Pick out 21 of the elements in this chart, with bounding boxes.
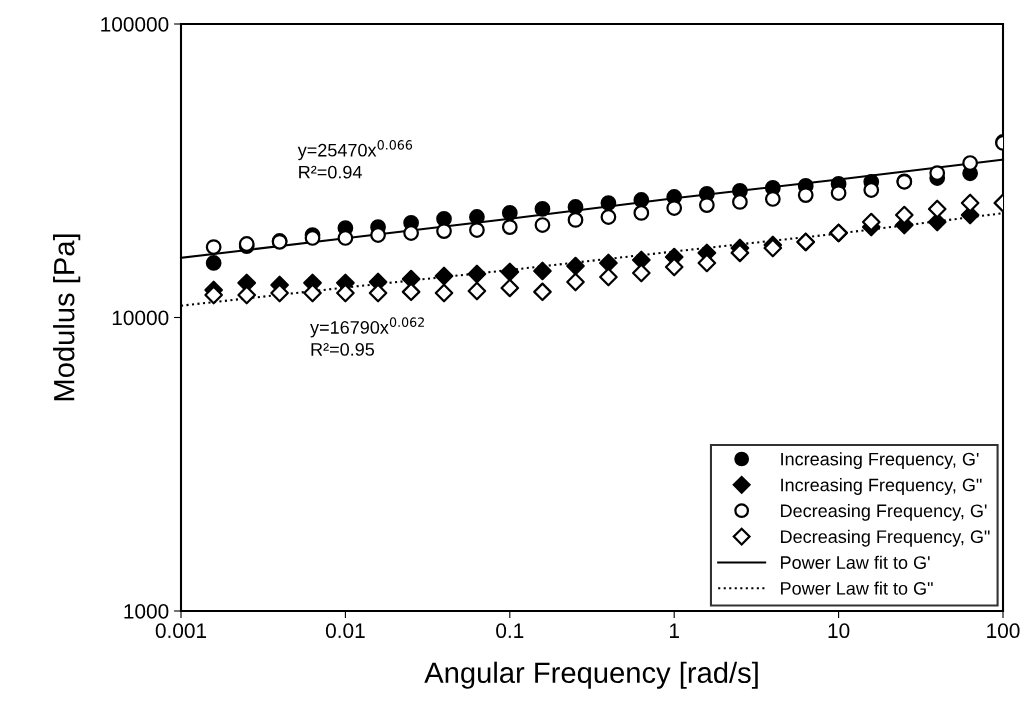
x-tick-label: 10 [828, 623, 850, 639]
y-tick-label: 1000 [124, 604, 169, 619]
annotation: R²=0.95 [311, 343, 375, 356]
y-axis-title: Modulus [Pa] [53, 234, 81, 401]
legend-label: Increasing Frequency, G' [781, 452, 979, 470]
y-tick-label: 100000 [101, 17, 169, 32]
x-tick-label: 1 [670, 623, 679, 638]
annotation: y=16790x$^{0.062}$ [310, 317, 424, 338]
x-axis-title: Angular Frequency [rad/s] [424, 661, 758, 689]
y-tick-label: 10000 [112, 310, 169, 326]
x-tick-label: 0.1 [496, 623, 524, 639]
x-tick-label: 0.01 [325, 623, 365, 639]
annotation: y=25470x$^{0.066}$ [297, 140, 413, 161]
x-tick-label: 0.001 [155, 623, 207, 639]
legend-label: Decreasing Frequency, G' [781, 503, 987, 521]
x-tick-label: 100 [987, 623, 1020, 639]
legend-label: Decreasing Frequency, G" [781, 529, 990, 547]
annotation: R²=0.94 [299, 165, 362, 179]
legend-label: Increasing Frequency, G" [781, 478, 982, 495]
legend-label: Power Law fit to G' [781, 555, 930, 569]
legend-label: Power Law fit to G" [781, 581, 933, 595]
